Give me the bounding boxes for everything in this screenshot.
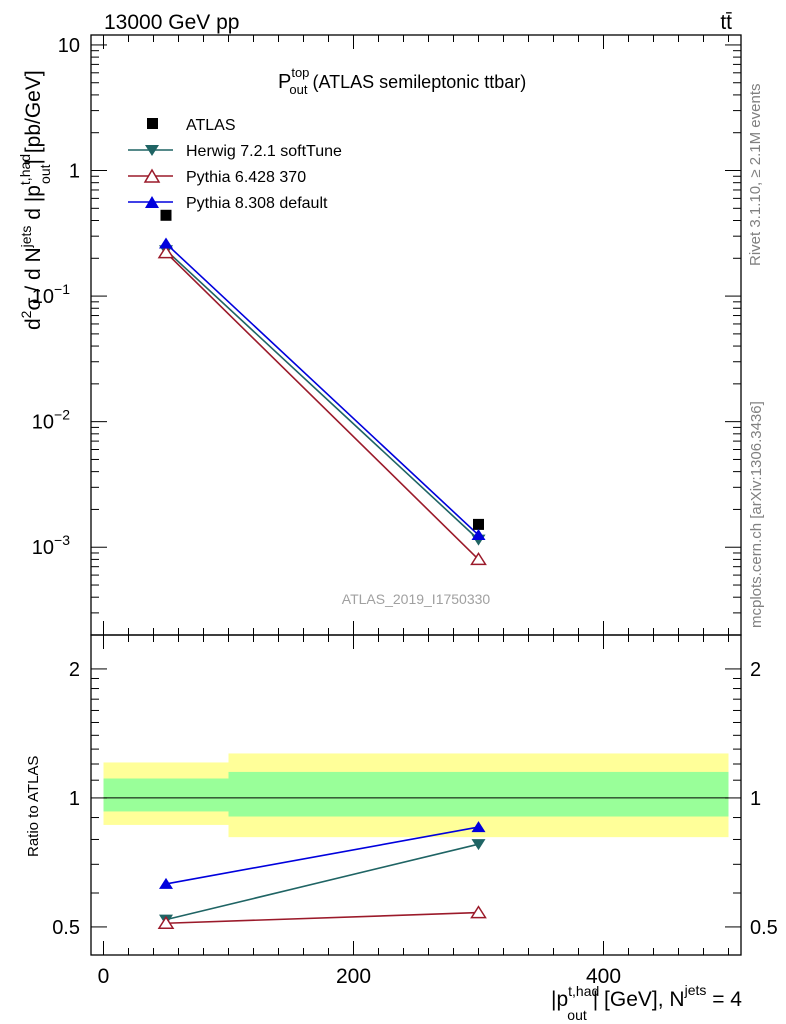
ratio-point-pythia8	[471, 821, 486, 833]
legend-label-atlas: ATLAS	[186, 117, 236, 134]
main-point-pythia8	[159, 237, 173, 249]
legend-item-pythia8: Pythia 8.308 default	[128, 195, 328, 212]
ratio-band-inner-1	[228, 771, 729, 817]
ratio-y-tick-label-1: 1	[69, 788, 80, 810]
ratio-frame	[90, 634, 742, 956]
ratio-y-tick-label-right-2: 0.5	[750, 917, 778, 939]
ratio-point-pythia8	[159, 877, 173, 889]
ratio-line-pythia8	[165, 826, 479, 885]
ratio-line-pythia6	[165, 911, 479, 925]
legend-label-pythia6: Pythia 6.428 370	[186, 169, 306, 186]
x-tick-label-2: 400	[586, 965, 621, 988]
legend-label-herwig: Herwig 7.2.1 softTune	[186, 143, 342, 160]
ratio-panel: 0 200 400 2 2 1 1 0.5 0.5	[52, 634, 778, 988]
main-panel: 10 1 10−1 10−2 10−3	[32, 34, 742, 636]
x-tick-label-0: 0	[98, 965, 110, 988]
main-y-tick-label-4: 10−3	[32, 532, 70, 559]
legend-item-atlas: ATLAS	[147, 117, 236, 134]
legend-item-herwig: Herwig 7.2.1 softTune	[128, 143, 342, 160]
rivet-version-label: Rivet 3.1.10, ≥ 2.1M events	[747, 84, 764, 267]
ratio-point-pythia6	[470, 905, 487, 919]
legend-marker-atlas	[147, 118, 158, 129]
ratio-point-pythia6	[157, 915, 175, 929]
ratio-y-tick-label-right-0: 2	[750, 659, 761, 681]
main-y-tick-label-3: 10−2	[32, 407, 70, 434]
ratio-y-tick-label-0: 2	[69, 659, 80, 681]
main-point-pythia6	[470, 552, 487, 566]
main-line-herwig	[165, 249, 480, 541]
header-energy-label: 13000 GeV pp	[104, 11, 239, 34]
ratio-y-tick-label-right-1: 1	[750, 788, 761, 810]
ratio-line-herwig	[165, 843, 479, 921]
plot-title: Ptop out (ATLAS semileptonic ttbar)	[278, 65, 526, 97]
legend-item-pythia6: Pythia 6.428 370	[128, 168, 306, 186]
main-y-tick-label-2: 10−1	[32, 281, 70, 308]
main-y-tick-label-1: 1	[69, 161, 80, 183]
legend-marker-pythia6	[143, 168, 161, 183]
header-process-label: tt̄	[720, 11, 732, 34]
ratio-y-axis-label: Ratio to ATLAS	[25, 756, 42, 857]
legend-marker-pythia8	[145, 196, 159, 208]
main-point-data	[160, 209, 172, 221]
main-point-pythia6	[157, 245, 175, 259]
main-line-pythia8	[165, 242, 480, 536]
x-axis-label: |pt,had out| [GeV], Njets = 4	[551, 982, 742, 1023]
main-line-pythia6	[165, 252, 480, 560]
legend-marker-herwig	[145, 145, 159, 156]
x-tick-label-1: 200	[336, 965, 371, 988]
main-y-axis-label: d2σ / d Njets d |pt,had out| [pb/GeV]	[17, 70, 53, 330]
legend: ATLAS Herwig 7.2.1 softTune Pythia 6.428…	[128, 117, 342, 212]
analysis-watermark: ATLAS_2019_I1750330	[342, 591, 491, 607]
ratio-point-herwig	[471, 839, 486, 851]
mcplots-label: mcplots.cern.ch [arXiv:1306.3436]	[748, 401, 765, 628]
ratio-band-inner-0	[103, 778, 229, 812]
main-y-tick-label-0: 10	[58, 35, 80, 57]
legend-label-pythia8: Pythia 8.308 default	[186, 195, 328, 212]
ratio-y-tick-label-2: 0.5	[52, 917, 80, 939]
main-point-data	[473, 518, 484, 530]
main-point-pythia8	[471, 529, 486, 541]
